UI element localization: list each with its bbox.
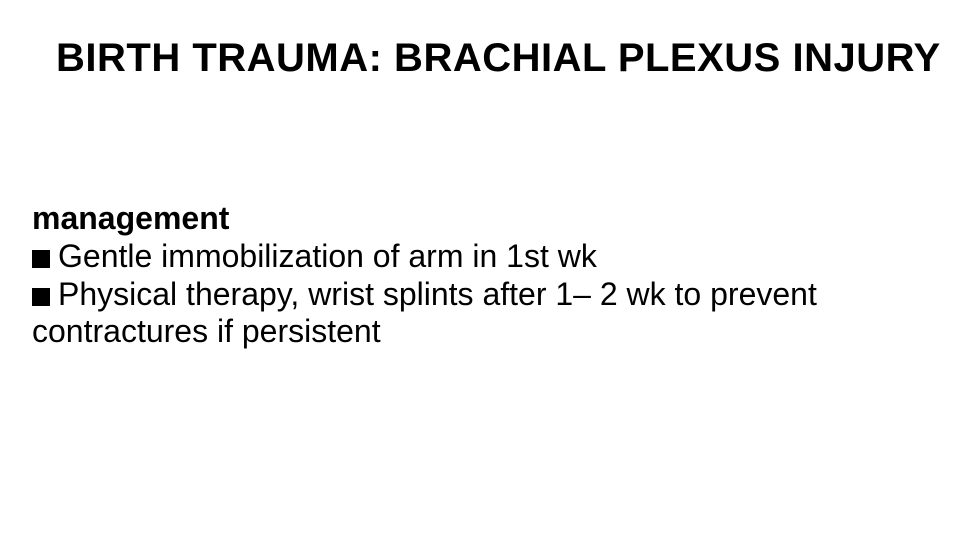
square-bullet-icon — [32, 288, 50, 306]
slide-title: BIRTH TRAUMA: BRACHIAL PLEXUS INJURY — [56, 36, 941, 81]
square-bullet-icon — [32, 250, 50, 268]
section-heading: management — [32, 200, 928, 238]
slide-body: management Gentle immobilization of arm … — [32, 200, 928, 351]
bullet-text: Gentle immobilization of arm in 1st wk — [58, 238, 597, 274]
bullet-item: Gentle immobilization of arm in 1st wk — [32, 238, 928, 276]
bullet-text: Physical therapy, wrist splints after 1–… — [32, 276, 817, 350]
slide: BIRTH TRAUMA: BRACHIAL PLEXUS INJURY man… — [0, 0, 960, 540]
bullet-item: Physical therapy, wrist splints after 1–… — [32, 276, 928, 352]
